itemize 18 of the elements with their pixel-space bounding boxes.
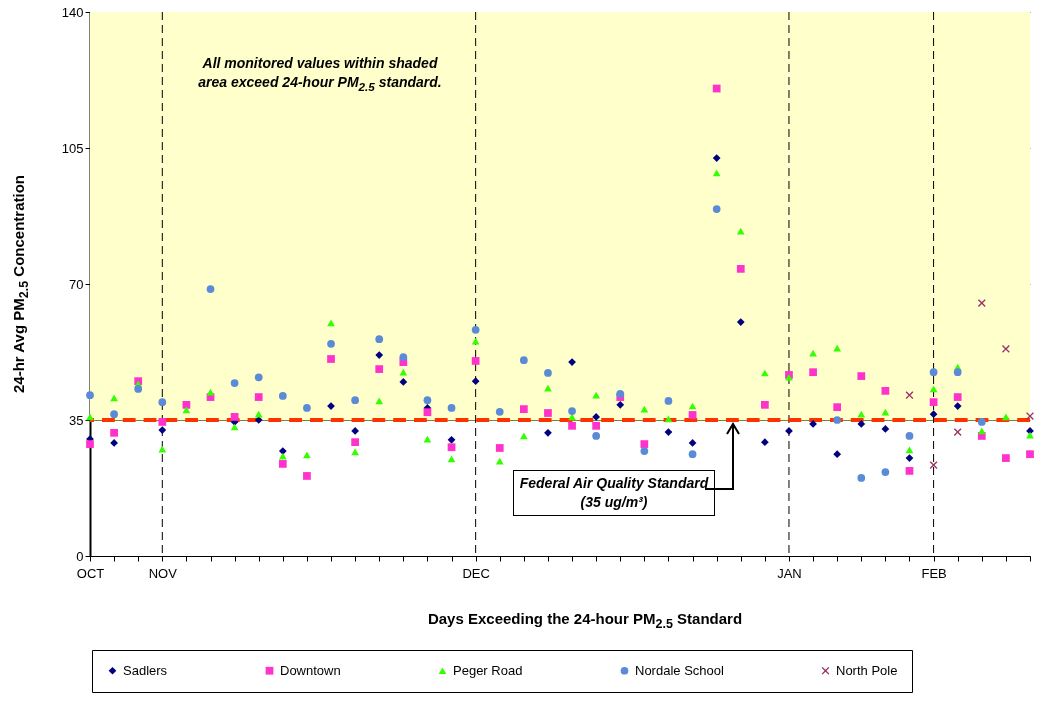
legend-label: North Pole — [836, 662, 898, 678]
y-tick-label: 140 — [61, 4, 84, 20]
x-tick-label: NOV — [148, 565, 178, 581]
x-tick-label: OCT — [76, 565, 105, 581]
x-axis-title: Days Exceeding the 24-hour PM$_{2.5}$ Standard — [427, 609, 743, 631]
y-tick-label: 105 — [61, 140, 84, 156]
legend-label: Sadlers — [123, 662, 168, 678]
legend-label: Peger Road — [453, 662, 523, 678]
legend-label: Downtown — [280, 662, 341, 678]
x-tick-label: FEB — [921, 565, 947, 581]
x-tick-label: JAN — [777, 565, 802, 581]
legend-label: Nordale School — [635, 662, 724, 678]
y-tick-label: 0 — [76, 548, 84, 564]
x-tick-label: DEC — [462, 565, 490, 581]
y-tick-label: 35 — [69, 412, 84, 428]
ref-line-label: Federal Air Quality Standard (35 ug/m³) — [513, 470, 715, 516]
band-label: All monitored values within shaded area exceed 24-hour PM$_{2.5}$ standard. — [197, 54, 443, 95]
y-tick-label: 70 — [69, 276, 84, 292]
